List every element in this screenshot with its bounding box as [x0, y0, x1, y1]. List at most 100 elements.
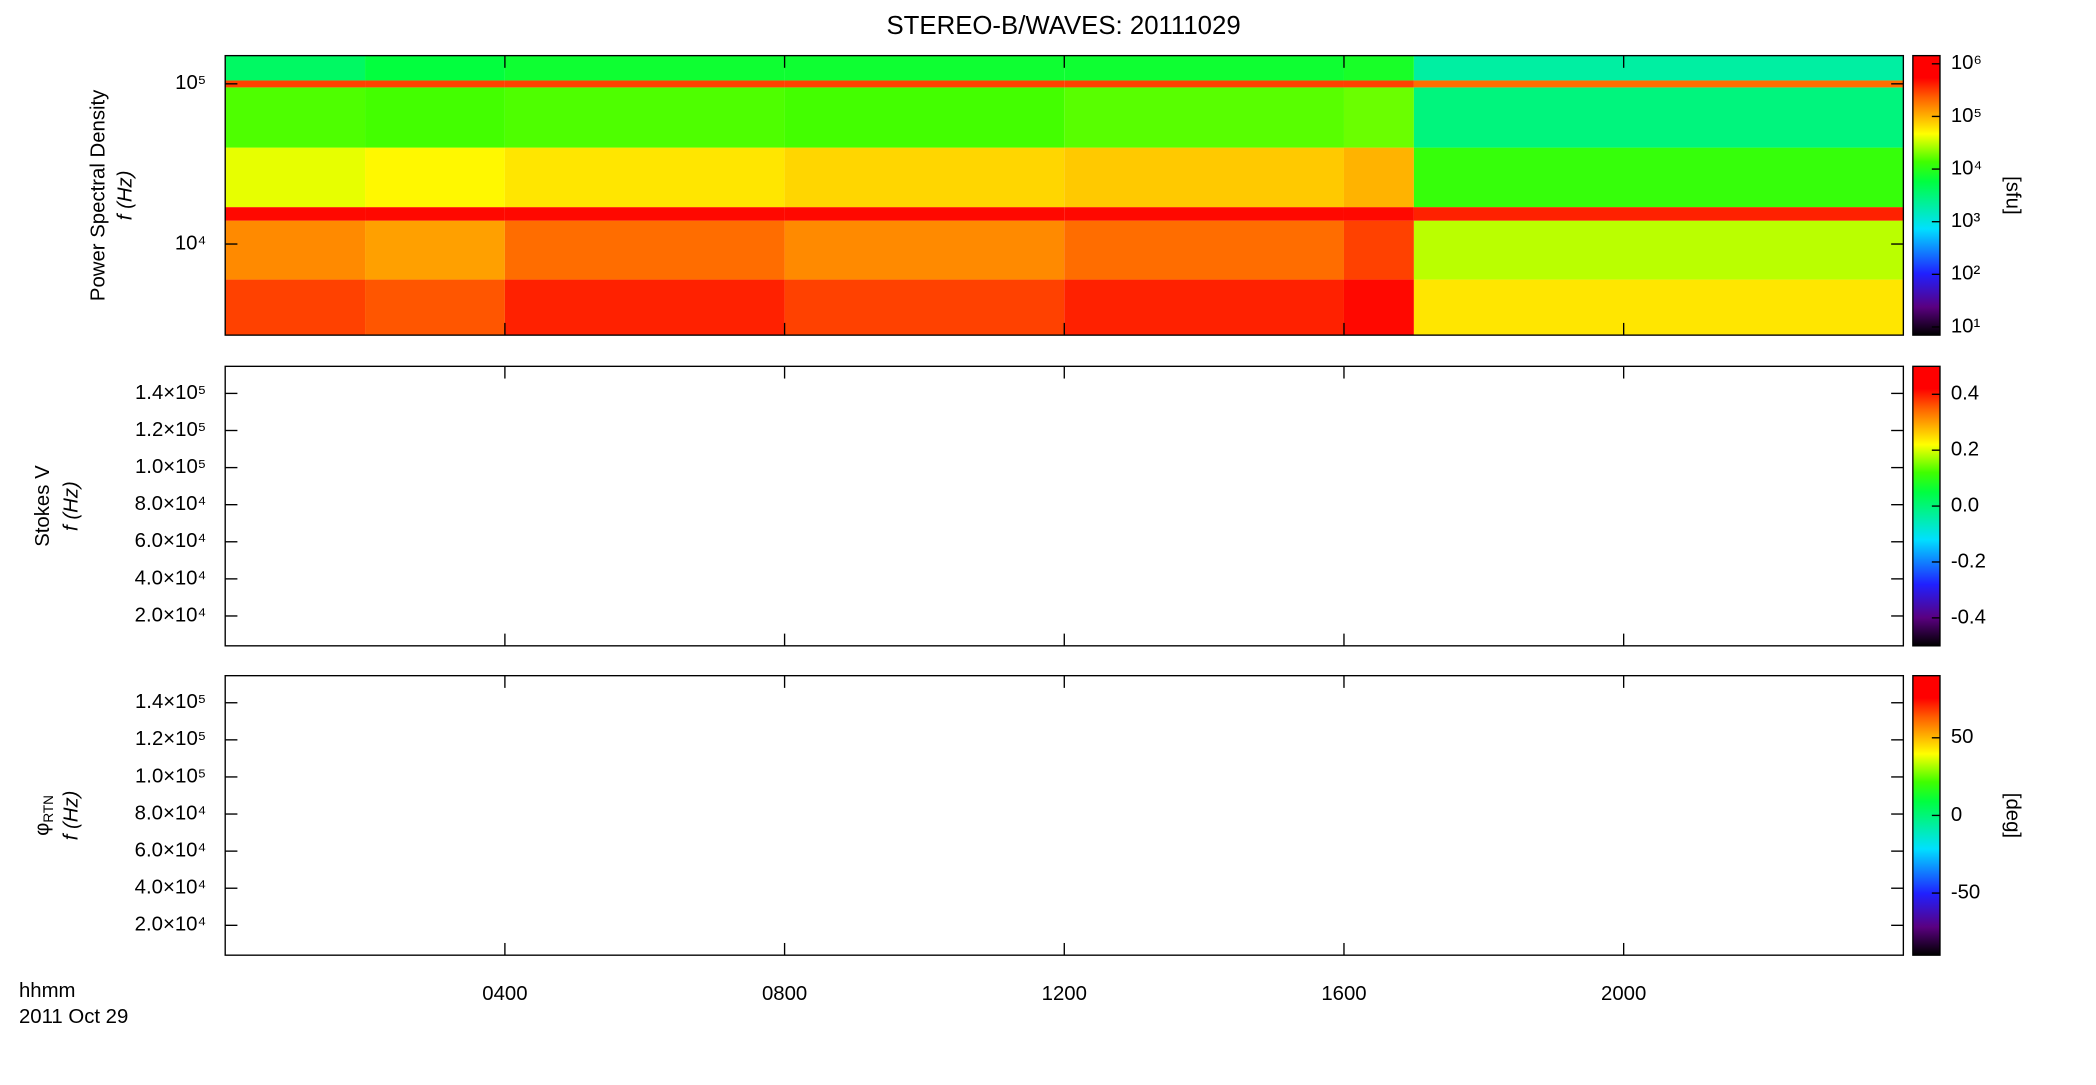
spectrogram-cell: [1064, 279, 1344, 336]
plot-frame: [224, 365, 1905, 647]
colorbar-tick-label: 50: [1951, 726, 1974, 748]
y-tick-label: 2.0×10⁴: [135, 914, 207, 936]
y-tick-label: 6.0×10⁴: [135, 840, 207, 862]
colorbar-label: [deg]: [2002, 793, 2024, 838]
spectrogram-cell: [1343, 207, 1414, 221]
y-axis-label: Stokes V: [32, 465, 54, 547]
y-tick-label: 8.0×10⁴: [135, 493, 207, 515]
spectrogram-cell: [1343, 80, 1414, 88]
y-axis-unit-label: f (Hz): [60, 791, 82, 841]
spectrogram-cell: [784, 220, 1065, 280]
spectrogram-cell: [1343, 147, 1414, 208]
y-axis-label: Power Spectral Density: [87, 89, 109, 301]
y-axis-subscript: RTN: [40, 795, 55, 823]
y-axis-unit-label: f (Hz): [60, 481, 82, 531]
plot-frame: [224, 675, 1905, 956]
y-tick-label: 1.0×10⁵: [135, 456, 206, 478]
colorbar-tick-label: 10³: [1951, 210, 1981, 232]
spectrogram-cell: [365, 220, 505, 280]
chart-title: STEREO-B/WAVES: 20111029: [887, 12, 1241, 40]
spectrogram-cell: [225, 80, 366, 88]
spectrogram-cell: [1413, 207, 1904, 221]
spectrogram-cell: [784, 80, 1065, 88]
spectrogram-cell: [365, 80, 505, 88]
spectrogram-cell: [1343, 55, 1414, 81]
spectrogram-cell: [225, 55, 366, 81]
spectrogram-cell: [225, 279, 366, 336]
colorbar-tick-label: -50: [1951, 881, 1980, 903]
colorbar-tick-label: 0: [1951, 804, 1962, 826]
colorbar-tick-label: 0.4: [1951, 383, 1979, 405]
date-label: 2011 Oct 29: [19, 1006, 128, 1028]
y-axis-label: φRTN: [32, 795, 56, 836]
spectrogram-cell: [225, 220, 366, 280]
x-tick-label: 0400: [482, 983, 527, 1005]
colorbar: [1912, 54, 1941, 336]
x-axis-label: hhmm: [19, 980, 76, 1002]
y-tick-label: 1.4×10⁵: [135, 691, 206, 713]
spectrogram-cell: [225, 207, 366, 221]
spectrogram-cell: [1064, 87, 1344, 148]
colorbar-tick-label: -0.2: [1951, 550, 1986, 572]
spectrogram-cell: [365, 55, 505, 81]
colorbar-tick-label: -0.4: [1951, 606, 1986, 628]
spectrogram-cell: [1413, 279, 1904, 336]
spectrogram-cell: [1413, 87, 1904, 148]
spectrogram-cell: [225, 87, 366, 148]
y-tick-label: 10⁴: [175, 232, 206, 254]
spectrogram-cell: [1413, 147, 1904, 208]
spectrogram-cell: [504, 87, 785, 148]
colorbar-tick-label: 0.0: [1951, 494, 1979, 516]
y-tick-label: 8.0×10⁴: [135, 802, 207, 824]
spectrogram-cell: [365, 147, 505, 208]
y-tick-label: 1.4×10⁵: [135, 382, 206, 404]
colorbar-tick-label: 10⁴: [1951, 157, 1982, 179]
spectrogram-cell: [504, 207, 785, 221]
y-tick-label: 4.0×10⁴: [135, 567, 207, 589]
x-tick-label: 0800: [762, 983, 807, 1005]
spectrogram-cell: [1343, 279, 1414, 336]
y-tick-label: 2.0×10⁴: [135, 604, 207, 626]
spectrogram-cell: [1064, 80, 1344, 88]
y-tick-label: 4.0×10⁴: [135, 877, 207, 899]
spectrogram-cell: [1343, 87, 1414, 148]
spectrogram-cell: [365, 87, 505, 148]
x-tick-label: 1600: [1321, 983, 1366, 1005]
y-tick-label: 1.2×10⁵: [135, 419, 206, 441]
spectrogram-cell: [1343, 220, 1414, 280]
spectrogram-cell: [1064, 147, 1344, 208]
spectrogram-cell: [365, 207, 505, 221]
spectrogram-cell: [1064, 55, 1344, 81]
spectrogram-cell: [225, 147, 366, 208]
spectrogram-cell: [1413, 80, 1904, 88]
y-axis-unit-label: f (Hz): [115, 171, 137, 221]
spectrogram-cell: [784, 207, 1065, 221]
colorbar-tick-label: 10²: [1951, 263, 1981, 285]
spectrogram-cell: [504, 147, 785, 208]
spectrogram-cell: [504, 279, 785, 336]
spectrogram-cell: [1413, 55, 1904, 81]
spectrogram-cell: [1413, 220, 1904, 280]
x-tick-label: 1200: [1042, 983, 1087, 1005]
y-tick-label: 1.2×10⁵: [135, 728, 206, 750]
colorbar-tick-label: 10⁵: [1951, 105, 1982, 127]
spectrogram-cell: [365, 279, 505, 336]
spectrogram-cell: [1064, 220, 1344, 280]
spectrogram-cell: [504, 220, 785, 280]
y-tick-label: 10⁵: [175, 72, 206, 94]
spectrogram-cell: [504, 80, 785, 88]
colorbar-label: [sfu]: [2002, 176, 2024, 214]
colorbar-tick-label: 10⁶: [1951, 52, 1982, 74]
spectrogram-cell: [1064, 207, 1344, 221]
spectrogram-cell: [784, 55, 1065, 81]
colorbar-tick-label: 10¹: [1951, 315, 1981, 337]
y-tick-label: 6.0×10⁴: [135, 530, 207, 552]
colorbar-tick-label: 0.2: [1951, 439, 1979, 461]
spectrogram-cell: [784, 87, 1065, 148]
spectrogram-cell: [504, 55, 785, 81]
y-axis-symbol: φ: [32, 823, 54, 836]
y-tick-label: 1.0×10⁵: [135, 765, 206, 787]
spectrogram-cell: [784, 147, 1065, 208]
